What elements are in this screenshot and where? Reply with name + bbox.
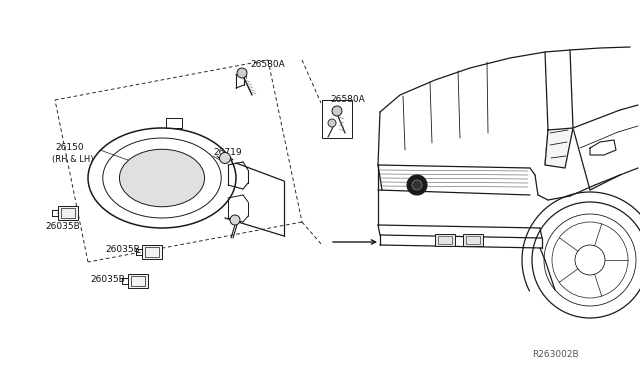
- Text: 26035B: 26035B: [105, 245, 140, 254]
- Bar: [466, 236, 480, 244]
- Circle shape: [230, 215, 240, 225]
- Bar: [61, 208, 75, 218]
- Bar: [438, 236, 452, 244]
- Bar: [322, 100, 352, 138]
- Bar: [463, 234, 483, 246]
- Circle shape: [220, 153, 230, 164]
- Bar: [128, 274, 148, 288]
- Text: 26719: 26719: [213, 148, 242, 157]
- Circle shape: [237, 68, 247, 78]
- Circle shape: [407, 175, 427, 195]
- Text: 26580A: 26580A: [250, 60, 285, 69]
- Bar: [145, 247, 159, 257]
- Ellipse shape: [120, 149, 205, 207]
- Text: (RH & LH): (RH & LH): [52, 155, 93, 164]
- Text: 26035B: 26035B: [90, 275, 125, 284]
- Bar: [131, 276, 145, 286]
- Text: R263002B: R263002B: [532, 350, 579, 359]
- Text: 26580A: 26580A: [330, 95, 365, 104]
- Polygon shape: [545, 128, 573, 168]
- Circle shape: [328, 119, 336, 127]
- Circle shape: [412, 180, 422, 190]
- Bar: [435, 234, 455, 246]
- Text: 26035B: 26035B: [45, 222, 80, 231]
- Text: 26150: 26150: [55, 143, 84, 152]
- Circle shape: [332, 106, 342, 116]
- Bar: [58, 206, 78, 220]
- Bar: [142, 245, 162, 259]
